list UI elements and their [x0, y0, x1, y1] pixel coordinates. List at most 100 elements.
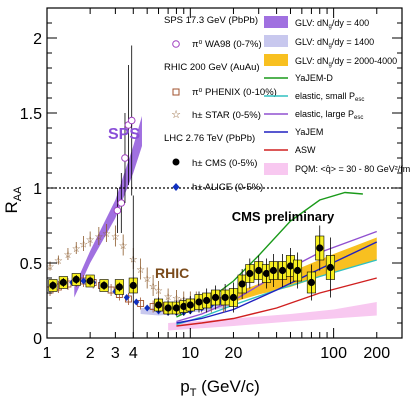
x-axis-title-unit: (GeV/c): [196, 377, 259, 396]
band-pqm: [168, 302, 377, 331]
star-point-2: ☆: [63, 250, 72, 261]
legend-rhic-header: RHIC 200 GeV (AuAu): [164, 62, 260, 73]
star-point-1: ☆: [54, 256, 63, 267]
star-point-12: ☆: [143, 274, 152, 285]
band-glv2000: [233, 237, 377, 302]
curve-asw: [176, 277, 377, 327]
cms-point-0: [49, 281, 57, 290]
y-tick-label: 0.5: [20, 256, 42, 273]
cms-point-23: [286, 262, 295, 270]
star-point-3: ☆: [72, 244, 81, 255]
star-point-9: ☆: [119, 241, 128, 252]
cms-point-26: [316, 244, 324, 252]
cms-point-17: [238, 280, 246, 288]
legend-star-label: h± STAR (0-5%): [192, 110, 261, 121]
right-legend: GLV: dNg/dy = 400 GLV: dNg/dy = 1400 GLV…: [264, 16, 410, 175]
plot-data-layer: ☆☆☆☆☆☆☆☆☆☆☆☆☆☆☆☆☆☆☆☆: [46, 45, 378, 338]
x-tick-label: 200: [363, 345, 390, 362]
alice-point-7: [123, 294, 130, 301]
cms-point-11: [186, 301, 194, 309]
wa98-point-4: [127, 116, 136, 125]
cms-point-5: [115, 283, 123, 291]
cms-point-16: [229, 293, 238, 302]
legend-yajem-label: YaJEM: [295, 127, 323, 137]
cms-point-13: [203, 296, 211, 305]
legend-elastic-small-label: elastic, small Pesc: [295, 91, 364, 103]
legend-wa98-label: π⁰ WA98 (0-7%): [192, 39, 262, 50]
y-tick-label: 1: [33, 181, 42, 198]
x-axis-title: pT (GeV/c): [180, 377, 260, 399]
y-tick-label: 2: [33, 31, 42, 48]
legend-yajemd-label: YaJEM-D: [295, 73, 333, 83]
x-tick-label: 3: [111, 345, 120, 362]
cms-point-1: [59, 278, 67, 287]
star-point-15: ☆: [164, 292, 173, 303]
x-tick-label: 20: [225, 345, 243, 362]
legend-alice-label: h± ALICE (0-5%): [192, 182, 263, 193]
legend-asw-label: ASW: [295, 145, 316, 155]
star-point-0: ☆: [46, 262, 55, 273]
cms-point-24: [293, 266, 302, 275]
x-tick-label: 100: [320, 345, 347, 362]
y-axis-title: RAA: [2, 186, 24, 214]
x-axis-title-sub: T: [190, 387, 197, 399]
cms-point-7: [154, 301, 163, 309]
star-point-14: ☆: [154, 286, 163, 297]
rhic-annotation: RHIC: [155, 265, 189, 281]
legend-phenix-label: π⁰ PHENIX (0-10%): [192, 87, 277, 98]
cms-point-2: [72, 275, 80, 284]
x-tick-label: 2: [86, 345, 95, 362]
legend-glv1400-swatch: [264, 35, 288, 47]
star-point-11: ☆: [136, 265, 145, 276]
alice-point-8: [133, 298, 140, 306]
legend-star-marker: ☆: [171, 109, 181, 121]
sps-annotation: SPS: [108, 126, 140, 143]
cms-point-19: [255, 266, 263, 275]
legend-elastic-large-label: elastic, large Pesc: [295, 109, 363, 121]
cms-point-12: [195, 298, 203, 306]
wa98-point-1: [117, 199, 126, 207]
alice-point-3: [80, 277, 87, 285]
legend-glv2000-swatch: [264, 54, 288, 66]
cms-point-14: [211, 293, 220, 302]
y-tick-label: 0: [33, 331, 42, 348]
cms-point-21: [269, 266, 278, 275]
legend-glv400-swatch: [264, 16, 288, 28]
x-tick-label: 1: [43, 345, 52, 362]
wa98-point-0: [113, 206, 122, 215]
y-tick-label: 1.5: [20, 106, 42, 123]
y-axis-title-main: R: [2, 201, 21, 213]
legend-lhc-header: LHC 2.76 TeV (PbPb): [164, 133, 255, 144]
cms-point-27: [326, 263, 335, 272]
legend-glv2000-label: GLV: dNg/dy = 2000-4000: [295, 56, 397, 68]
cms-point-10: [180, 302, 188, 311]
cms-preliminary-annotation: CMS preliminary: [232, 209, 335, 224]
legend-cms-label: h± CMS (0-5%): [192, 158, 257, 169]
legend-alice-marker: [172, 183, 180, 191]
alice-point-9: [144, 304, 151, 312]
legend-cms-marker: [172, 158, 180, 166]
cms-point-18: [246, 269, 254, 278]
cms-point-4: [100, 281, 108, 290]
cms-point-9: [172, 304, 181, 312]
x-tick-label: 4: [129, 345, 138, 362]
star-point-6: ☆: [94, 232, 103, 243]
cms-point-15: [221, 293, 229, 302]
cms-point-8: [164, 304, 172, 312]
star-point-8: ☆: [111, 232, 120, 243]
x-axis-title-main: p: [180, 377, 189, 396]
left-legend: SPS 17.3 GeV (PbPb) π⁰ WA98 (0-7%) RHIC …: [164, 15, 277, 193]
x-tick-label: 10: [181, 345, 199, 362]
wa98-point-2: [121, 154, 129, 162]
band-glv400: [74, 116, 142, 298]
curve-elastic_large: [176, 230, 378, 323]
star-point-16: ☆: [172, 294, 181, 305]
cms-point-25: [307, 278, 316, 287]
star-point-7: ☆: [102, 229, 111, 240]
star-point-4: ☆: [79, 240, 88, 251]
legend-glv1400-label: GLV: dNg/dy = 1400: [295, 37, 374, 49]
legend-pqm-swatch: [264, 163, 288, 175]
legend-sps-header: SPS 17.3 GeV (PbPb): [164, 15, 258, 26]
